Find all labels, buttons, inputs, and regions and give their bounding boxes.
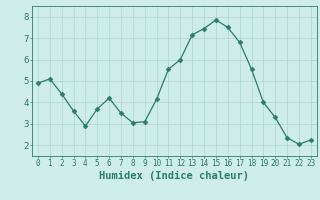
X-axis label: Humidex (Indice chaleur): Humidex (Indice chaleur) [100,171,249,181]
